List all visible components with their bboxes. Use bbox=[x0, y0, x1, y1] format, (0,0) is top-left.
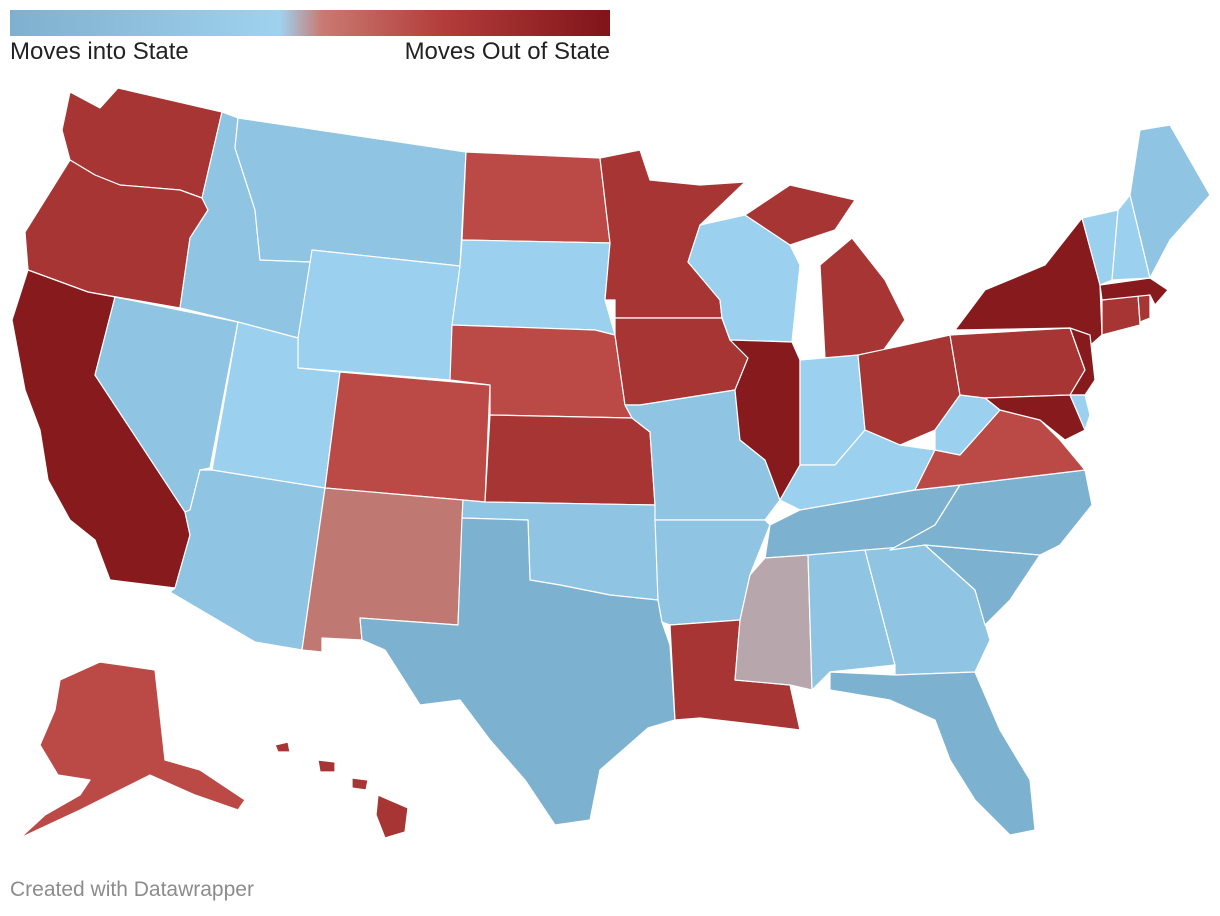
state-CT[interactable] bbox=[1101, 294, 1141, 336]
state-AK[interactable] bbox=[19, 661, 246, 839]
state-NC[interactable] bbox=[889, 469, 1093, 556]
state-HI[interactable] bbox=[274, 741, 409, 839]
legend-label-into: Moves into State bbox=[10, 38, 189, 65]
legend-gradient-bar bbox=[10, 10, 610, 36]
state-AL[interactable] bbox=[807, 549, 896, 691]
state-PA[interactable] bbox=[949, 327, 1086, 399]
state-ME[interactable] bbox=[1129, 124, 1211, 279]
state-SD[interactable] bbox=[451, 239, 616, 336]
state-DE[interactable] bbox=[1069, 394, 1091, 431]
state-WY[interactable] bbox=[297, 249, 461, 381]
legend: Moves into State Moves Out of State bbox=[10, 10, 610, 66]
state-ND[interactable] bbox=[461, 151, 611, 244]
credit-text: Created with Datawrapper bbox=[10, 878, 254, 901]
state-AZ[interactable] bbox=[169, 469, 326, 651]
state-KS[interactable] bbox=[484, 414, 656, 506]
state-IL[interactable] bbox=[729, 339, 801, 501]
legend-label-out: Moves Out of State bbox=[404, 38, 610, 65]
state-CO[interactable] bbox=[324, 371, 491, 503]
state-MT[interactable] bbox=[234, 117, 467, 267]
state-FL[interactable] bbox=[829, 671, 1036, 836]
state-RI[interactable] bbox=[1137, 294, 1151, 323]
state-TX[interactable] bbox=[359, 517, 676, 826]
